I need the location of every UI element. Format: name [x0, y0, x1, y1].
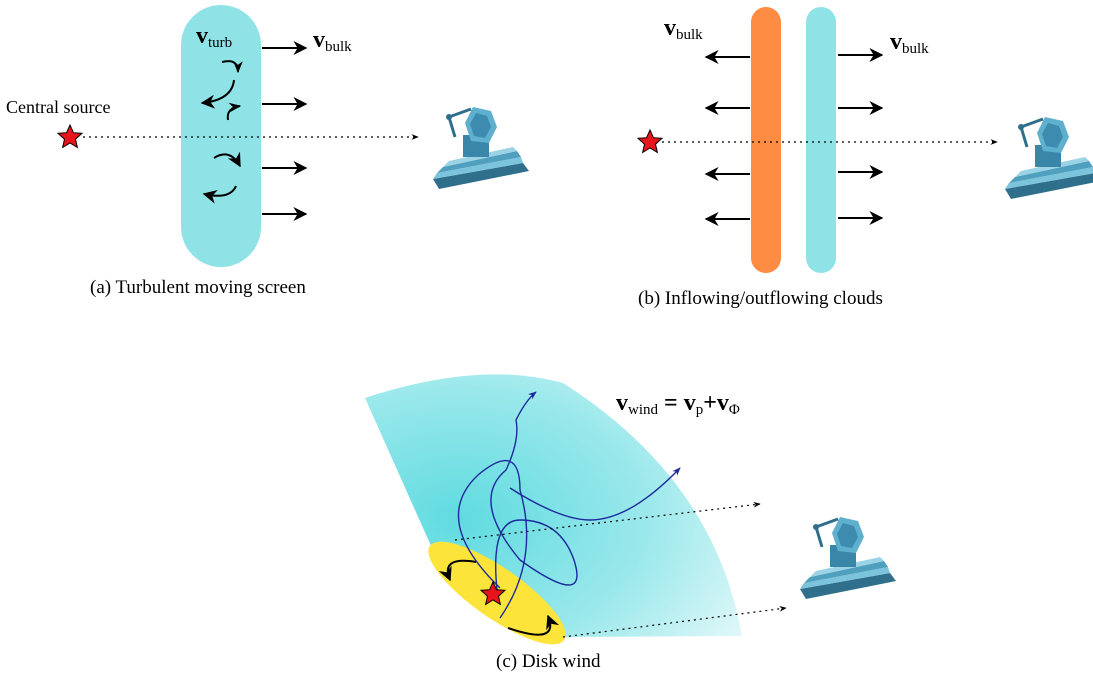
wind-region [365, 374, 742, 637]
inflowing-cloud [751, 7, 781, 273]
v-phi-subscript: Φ [728, 402, 740, 418]
star-icon [57, 124, 83, 148]
v-wind-symbol: v [616, 390, 628, 416]
central-source-label: Central source [6, 97, 111, 117]
panel-c [365, 374, 898, 645]
v-bulk-subscript: bulk [676, 27, 703, 43]
v-p-symbol: v [683, 390, 696, 416]
v-turb-label: vturb [196, 24, 232, 51]
caption-c: (c) Disk wind [496, 651, 601, 672]
v-bulk-label-b-left: vbulk [664, 16, 703, 43]
v-bulk-label-b-right: vbulk [890, 30, 929, 57]
disk-rotation-arrows [438, 559, 560, 636]
equals-sign: = [664, 390, 678, 416]
panel-a [57, 5, 531, 267]
v-wind-equation: vwind = vp+vΦ [616, 391, 740, 418]
v-bulk-subscript: bulk [325, 39, 352, 55]
inflow-arrows [704, 50, 750, 226]
telescope-icon [1003, 115, 1093, 201]
caption-a: (a) Turbulent moving screen [90, 277, 306, 298]
caption-b: (b) Inflowing/outflowing clouds [638, 288, 883, 309]
bulk-arrows-a [262, 41, 308, 221]
v-bulk-symbol: v [313, 27, 325, 53]
v-p-subscript: p [695, 402, 704, 418]
v-bulk-symbol: v [890, 29, 902, 55]
v-turb-symbol: v [196, 23, 208, 49]
turbulence-swirls [200, 60, 243, 204]
wind-streamlines [457, 391, 681, 619]
outflowing-cloud [806, 7, 836, 273]
v-bulk-label-a: vbulk [313, 28, 352, 55]
v-bulk-symbol: v [664, 15, 676, 41]
telescope-icon [798, 515, 898, 601]
plus-sign: + [703, 390, 717, 416]
v-bulk-subscript: bulk [902, 41, 929, 57]
v-turb-subscript: turb [208, 35, 233, 51]
v-wind-subscript: wind [628, 402, 658, 418]
star-icon [637, 129, 663, 153]
outflow-arrows [838, 48, 884, 225]
v-phi-symbol: v [716, 390, 729, 416]
sightline-c-lower [562, 605, 787, 638]
panel-b [637, 7, 1093, 273]
telescope-icon [431, 105, 531, 191]
